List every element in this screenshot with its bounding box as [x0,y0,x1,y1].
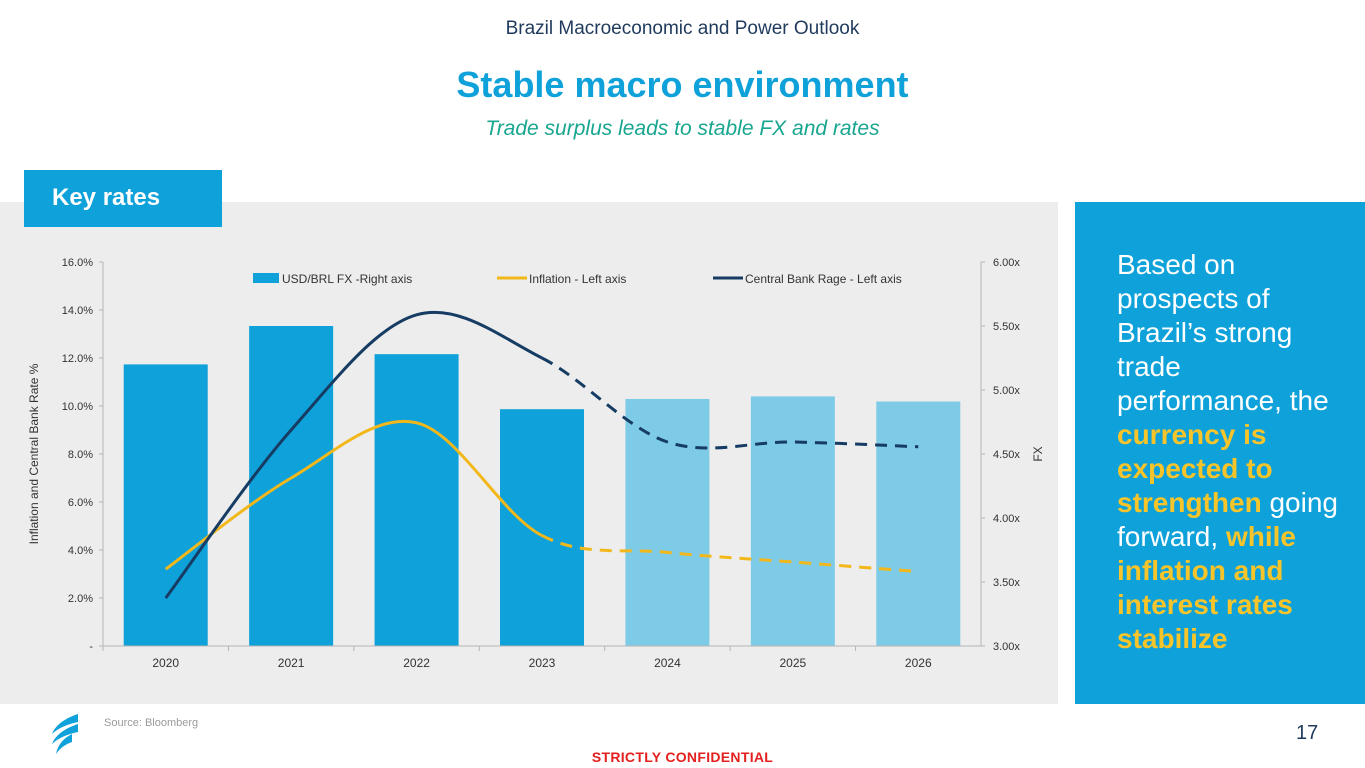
x-tick-label-2025: 2025 [780,656,807,670]
fx-bar-2026 [876,401,961,646]
left-tick-label: - [89,641,93,653]
confidentiality-label: STRICTLY CONFIDENTIAL [591,749,774,765]
right-tick-label: 4.00x [993,513,1020,525]
fx-bar-2023 [500,409,584,646]
legend-label-fx: USD/BRL FX -Right axis [282,272,412,286]
inflation-line-actual [164,419,543,571]
left-tick-label: 6.0% [68,497,93,509]
right-tick-label: 3.00x [993,641,1020,653]
fx-bar-2025 [750,396,835,646]
section-tab-key-rates: Key rates [24,170,222,227]
key-rates-chart: - 2.0% 4.0% 6.0% 8.0% 10.0% 12.0% 14.0% 16.0% 3.0… [27,257,1045,670]
x-tick-label-2026: 2026 [905,656,932,670]
legend-label-inflation: Inflation - Left axis [529,272,626,286]
fx-bar-2024 [625,398,710,646]
left-tick-label: 12.0% [62,353,93,365]
left-tick-label: 4.0% [68,545,93,557]
x-tick-label-2021: 2021 [278,656,305,670]
commentary-text-2: going forward, [1117,487,1338,552]
fx-bar-2022 [374,354,459,646]
left-tick-label: 16.0% [62,257,93,269]
left-tick-label: 2.0% [68,593,93,605]
left-tick-label: 8.0% [68,449,93,461]
legend-swatch-fx [253,273,279,283]
commentary-panel: Based on prospects of Brazil’s strong tr… [1075,202,1365,704]
right-tick-label: 3.50x [993,577,1020,589]
right-tick-label: 6.00x [993,257,1020,269]
right-axis-title: FX [1031,446,1045,461]
commentary-text: Based on prospects of Brazil’s strong tr… [1117,248,1353,656]
fx-bar-2021 [249,326,334,646]
company-logo-icon [52,714,78,754]
right-tick-label: 5.00x [993,385,1020,397]
commentary-highlight-currency: currency is expected to strengthen [1117,419,1273,518]
x-tick-label-2024: 2024 [654,656,681,670]
slide-subtitle: Trade surplus leads to stable FX and rat… [485,117,880,140]
x-tick-label-2020: 2020 [152,656,179,670]
fx-bar-2020 [123,364,208,646]
slide-title: Stable macro environment [456,64,909,105]
left-axis-title: Inflation and Central Bank Rate % [27,363,41,544]
left-tick-label: 14.0% [62,305,93,317]
central-bank-rate-line-actual [164,310,543,599]
right-tick-label: 4.50x [993,449,1020,461]
right-tick-label: 5.50x [993,321,1020,333]
x-tick-label-2023: 2023 [529,656,556,670]
commentary-text-1: Based on prospects of Brazil’s strong tr… [1117,249,1329,416]
legend-label-central-bank: Central Bank Rage - Left axis [745,272,902,286]
source-note: Source: Bloomberg [104,717,199,729]
page-number: 17 [1296,722,1319,744]
x-tick-label-2022: 2022 [403,656,430,670]
left-tick-label: 10.0% [62,401,93,413]
commentary-highlight-inflation: while inflation and interest rates stabi… [1117,521,1296,654]
inflation-line-forecast [541,534,919,574]
central-bank-rate-line-forecast [541,356,919,450]
deck-title: Brazil Macroeconomic and Power Outlook [505,18,860,39]
